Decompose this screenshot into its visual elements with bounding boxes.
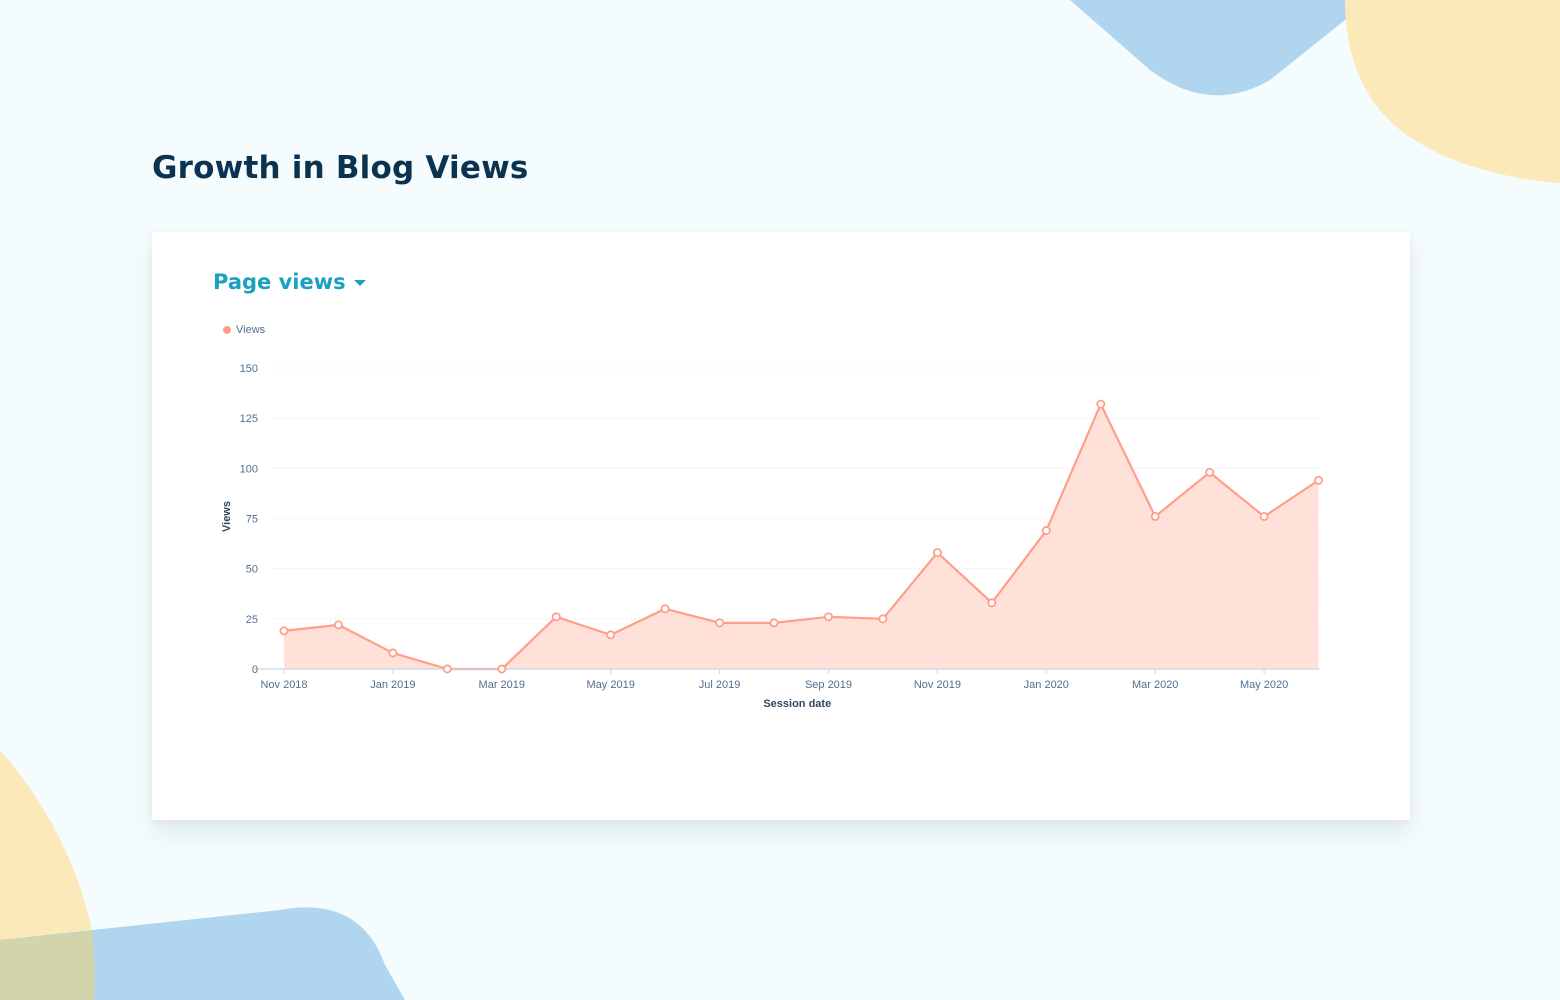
x-tick-label-6: Nov 2019 xyxy=(914,679,961,691)
x-tick-label-0: Nov 2018 xyxy=(260,679,307,691)
line-chart: 0 25 50 75 100 125 150 Nov 2018 Jan 2019 Mar 2019… xyxy=(221,363,1324,710)
data-point-4 xyxy=(497,664,507,674)
background-blob-blue-top xyxy=(1070,0,1370,96)
data-point-13 xyxy=(987,598,997,608)
data-point-5 xyxy=(551,612,561,622)
y-tick-label-0: 0 xyxy=(252,664,258,676)
data-point-8 xyxy=(715,618,725,628)
area-series xyxy=(283,403,1320,671)
data-point-9 xyxy=(769,618,779,628)
x-tick-label-2: Mar 2019 xyxy=(479,679,525,691)
background-blob-yellow-top xyxy=(1345,0,1560,183)
axes xyxy=(254,668,1320,674)
data-point-10 xyxy=(824,612,834,622)
data-point-11 xyxy=(878,614,888,624)
data-point-0 xyxy=(279,626,289,636)
data-points xyxy=(279,399,1324,674)
data-point-14 xyxy=(1041,526,1051,536)
data-point-15 xyxy=(1096,399,1106,409)
x-tick-label-7: Jan 2020 xyxy=(1024,679,1069,691)
data-point-7 xyxy=(660,604,670,614)
data-point-1 xyxy=(333,620,343,630)
background-blob-blue-bottom xyxy=(0,907,405,1000)
data-point-19 xyxy=(1314,475,1324,485)
x-tick-label-9: May 2020 xyxy=(1240,679,1288,691)
data-point-3 xyxy=(442,664,452,674)
data-point-6 xyxy=(606,630,616,640)
metric-dropdown-label: Page views xyxy=(213,270,346,294)
x-tick-label-1: Jan 2019 xyxy=(370,679,415,691)
dot-icon xyxy=(223,326,231,334)
page-title: Growth in Blog Views xyxy=(152,150,529,186)
axis-labels: 0 25 50 75 100 125 150 Nov 2018 Jan 2019 Mar 2019… xyxy=(221,363,1288,710)
y-axis-title: Views xyxy=(221,501,233,532)
data-point-16 xyxy=(1150,511,1160,521)
data-point-2 xyxy=(388,648,398,658)
x-tick-label-5: Sep 2019 xyxy=(805,679,852,691)
y-tick-label-150: 150 xyxy=(240,363,258,375)
x-axis-title: Session date xyxy=(763,698,831,710)
metric-dropdown[interactable]: Page views xyxy=(213,270,366,294)
y-tick-label-25: 25 xyxy=(246,614,258,626)
views-area-fill xyxy=(284,404,1319,669)
legend-label-views: Views xyxy=(236,324,266,336)
data-point-17 xyxy=(1205,467,1215,477)
y-tick-label-50: 50 xyxy=(246,564,258,576)
x-tick-label-4: Jul 2019 xyxy=(699,679,741,691)
chart-card: Page views Views 0 25 50 75 100 125 150 Nov 201… xyxy=(152,232,1410,820)
caret-down-icon xyxy=(353,280,366,286)
chart-legend: Views xyxy=(223,324,265,336)
data-point-12 xyxy=(932,548,942,558)
x-tick-label-8: Mar 2020 xyxy=(1132,679,1178,691)
y-tick-label-125: 125 xyxy=(240,413,258,425)
x-tick-label-3: May 2019 xyxy=(587,679,635,691)
data-point-18 xyxy=(1259,511,1269,521)
y-tick-label-100: 100 xyxy=(240,463,258,475)
y-tick-label-75: 75 xyxy=(246,514,258,526)
